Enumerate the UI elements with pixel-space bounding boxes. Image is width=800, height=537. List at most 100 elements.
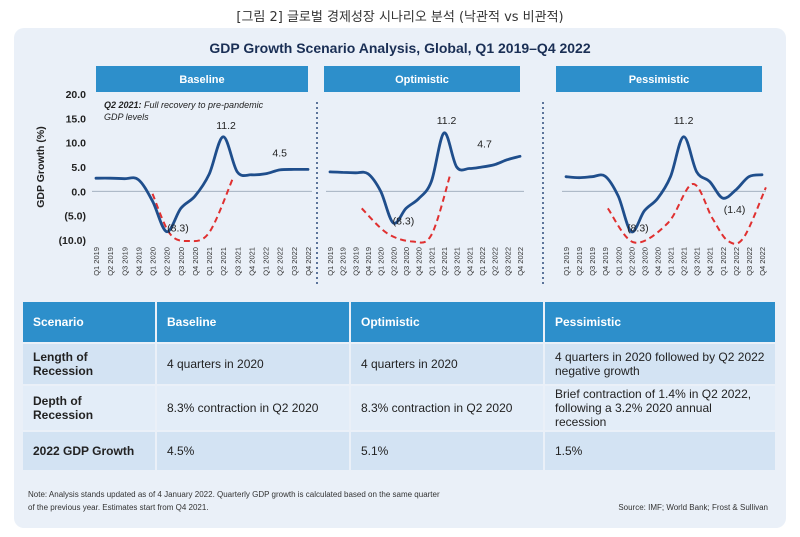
data-label: 11.2 xyxy=(216,120,236,132)
table-row: Depth of Recession 8.3% contraction in Q… xyxy=(23,384,777,431)
row-label: 2022 GDP Growth xyxy=(23,430,157,470)
x-tick-label: Q1 2022 xyxy=(719,247,728,276)
x-tick-label: Q4 2022 xyxy=(304,247,313,276)
recession-curve xyxy=(360,174,452,244)
x-tick-label: Q3 2019 xyxy=(588,247,597,276)
table-cell: 8.3% contraction in Q2 2020 xyxy=(350,384,545,431)
panel-header-label: Baseline xyxy=(179,74,224,86)
scenario-table: Scenario Baseline Optimistic Pessimistic… xyxy=(23,302,777,470)
panel-header xyxy=(556,66,762,92)
x-tick-label: Q3 2020 xyxy=(177,247,186,276)
x-tick-label: Q4 2020 xyxy=(415,247,424,276)
x-tick-label: Q4 2019 xyxy=(601,247,610,276)
x-tick-label: Q3 2021 xyxy=(233,247,242,276)
data-label: 11.2 xyxy=(437,115,457,127)
x-tick-label: Q1 2021 xyxy=(205,247,214,276)
x-tick-label: Q2 2022 xyxy=(732,247,741,276)
x-tick-label: Q4 2020 xyxy=(653,247,662,276)
data-label: (8.3) xyxy=(627,223,649,235)
y-tick-label: 5.0 xyxy=(71,162,86,174)
panel-header-label: Optimistic xyxy=(395,74,449,86)
y-tick-label: 15.0 xyxy=(66,113,87,125)
y-tick-label: 0.0 xyxy=(71,186,86,198)
y-tick-label: 20.0 xyxy=(66,89,87,101)
x-tick-label: Q2 2022 xyxy=(276,247,285,276)
table-cell: 4 quarters in 2020 followed by Q2 2022 n… xyxy=(544,342,777,385)
gdp-line-baseline xyxy=(94,135,310,234)
x-tick-label: Q3 2019 xyxy=(351,247,360,276)
table-row: 2022 GDP Growth 4.5% 5.1% 1.5% xyxy=(23,430,777,470)
x-tick-label: Q1 2020 xyxy=(377,247,386,276)
data-label: 4.7 xyxy=(477,139,492,151)
source-note: Source: IMF; World Bank; Frost & Sulliva… xyxy=(618,503,768,512)
table-header-row: Scenario Baseline Optimistic Pessimistic xyxy=(23,302,777,343)
data-label: (8.3) xyxy=(393,215,415,227)
gdp-line-pessimistic xyxy=(564,135,764,234)
table-header: Baseline xyxy=(156,302,351,343)
table-header: Scenario xyxy=(23,302,157,343)
table-cell: 4 quarters in 2020 xyxy=(156,342,351,385)
x-tick-label: Q3 2022 xyxy=(290,247,299,276)
x-tick-label: Q2 2019 xyxy=(106,247,115,276)
table-cell: 4.5% xyxy=(156,430,351,470)
x-tick-label: Q1 2022 xyxy=(262,247,271,276)
x-tick-label: Q1 2019 xyxy=(562,247,571,276)
y-tick-label: 10.0 xyxy=(66,138,87,150)
data-label: 11.2 xyxy=(674,115,694,127)
x-tick-label: Q4 2020 xyxy=(191,247,200,276)
x-tick-label: Q3 2022 xyxy=(503,247,512,276)
x-tick-label: Q4 2019 xyxy=(364,247,373,276)
panel-header xyxy=(324,66,520,92)
table-cell: Brief contraction of 1.4% in Q2 2022, fo… xyxy=(544,384,777,431)
table-cell: 4 quarters in 2020 xyxy=(350,342,545,385)
data-label: 4.5 xyxy=(272,147,287,159)
y-tick-label: (5.0) xyxy=(64,211,86,223)
panel-header-label: Pessimistic xyxy=(629,74,690,86)
gdp-line-optimistic xyxy=(328,131,522,225)
data-label: (1.4) xyxy=(724,204,746,216)
table-row: Length of Recession 4 quarters in 2020 4… xyxy=(23,342,777,385)
x-tick-label: Q3 2019 xyxy=(120,247,129,276)
table-header: Pessimistic xyxy=(544,302,777,343)
x-tick-label: Q1 2020 xyxy=(149,247,158,276)
table-cell: 8.3% contraction in Q2 2020 xyxy=(156,384,351,431)
x-tick-label: Q2 2020 xyxy=(163,247,172,276)
y-tick-label: (10.0) xyxy=(59,235,86,247)
recession-curve xyxy=(606,183,767,245)
x-tick-label: Q2 2021 xyxy=(440,247,449,276)
x-tick-label: Q2 2019 xyxy=(339,247,348,276)
annotation-text: GDP levels xyxy=(104,112,149,122)
y-axis-label: GDP Growth (%) xyxy=(35,126,47,207)
recession-curve xyxy=(151,177,235,243)
x-tick-label: Q3 2022 xyxy=(745,247,754,276)
x-tick-label: Q3 2020 xyxy=(640,247,649,276)
x-tick-label: Q2 2022 xyxy=(491,247,500,276)
x-tick-label: Q4 2022 xyxy=(516,247,525,276)
x-tick-label: Q2 2019 xyxy=(575,247,584,276)
row-label: Length of Recession xyxy=(23,342,157,385)
table-cell: 1.5% xyxy=(544,430,777,470)
x-tick-label: Q1 2021 xyxy=(667,247,676,276)
x-tick-label: Q3 2021 xyxy=(693,247,702,276)
panel-header xyxy=(96,66,308,92)
footnote: Note: Analysis stands updated as of 4 Ja… xyxy=(28,490,440,512)
x-tick-label: Q2 2020 xyxy=(627,247,636,276)
x-tick-label: Q2 2021 xyxy=(680,247,689,276)
figure-caption: [그림 2] 글로벌 경제성장 시나리오 분석 (낙관적 vs 비관적) xyxy=(236,10,564,25)
x-tick-label: Q4 2019 xyxy=(134,247,143,276)
table-header: Optimistic xyxy=(350,302,545,343)
x-tick-label: Q4 2021 xyxy=(706,247,715,276)
x-tick-label: Q1 2019 xyxy=(326,247,335,276)
x-tick-label: Q4 2021 xyxy=(247,247,256,276)
x-tick-label: Q3 2020 xyxy=(402,247,411,276)
annotation-text: Q2 2021: Full recovery to pre-pandemic xyxy=(104,100,264,110)
x-tick-label: Q2 2020 xyxy=(389,247,398,276)
gdp-scenario-charts: GDP Growth (%) 20.0 15.0 10.0 5.0 0.0 (5.0) (10… xyxy=(35,66,767,284)
x-tick-label: Q1 2020 xyxy=(614,247,623,276)
x-tick-label: Q2 2021 xyxy=(219,247,228,276)
x-tick-label: Q4 2021 xyxy=(465,247,474,276)
x-tick-label: Q3 2021 xyxy=(453,247,462,276)
data-label: (8.3) xyxy=(167,223,189,235)
chart-title: GDP Growth Scenario Analysis, Global, Q1… xyxy=(209,40,591,56)
x-tick-label: Q1 2021 xyxy=(427,247,436,276)
